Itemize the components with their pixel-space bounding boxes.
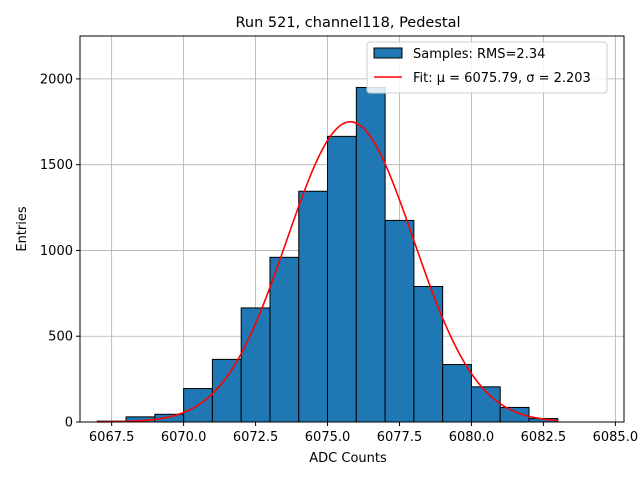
chart-title: Run 521, channel118, Pedestal [235,15,460,31]
fit-curve-layer [97,120,558,423]
x-axis-label: ADC Counts [309,451,387,466]
histogram-bar [327,135,357,423]
plot-frame [79,35,625,423]
histogram-bar [298,190,329,423]
y-axis-ticks: 0 500 1000 1500 2000 [40,72,80,431]
legend-fit-label: Fit: μ = 6075.79, σ = 2.203 [413,71,591,86]
histogram-bars [96,86,559,423]
x-tick-label: 6082.5 [521,430,567,445]
legend-box [366,41,608,94]
x-tick-label: 6080.0 [449,430,495,445]
histogram-bar [413,285,444,423]
y-tick-label: 2000 [40,72,73,87]
histogram-bar [355,86,386,423]
x-tick-label: 6067.5 [89,430,135,445]
x-tick-label: 6072.5 [233,430,279,445]
x-tick-label: 6075.0 [305,430,351,445]
y-tick-label: 1000 [40,244,73,259]
histogram-bar [240,307,271,423]
legend: Samples: RMS=2.34 Fit: μ = 6075.79, σ = … [366,41,608,94]
x-axis-ticks: 6067.5 6070.0 6072.5 6075.0 6077.5 6080.0 6082… [89,422,638,445]
histogram-bar [442,364,472,423]
y-tick-label: 0 [65,416,73,431]
x-tick-label: 6070.0 [161,430,207,445]
gaussian-fit-curve [97,120,558,423]
histogram-bar [384,219,415,423]
x-tick-label: 6085.0 [593,430,639,445]
y-tick-label: 1500 [40,158,73,173]
legend-histogram-swatch [373,47,403,59]
x-tick-label: 6077.5 [377,430,423,445]
histogram-bar [269,256,300,423]
y-tick-label: 500 [48,330,73,345]
histogram-bar [211,358,242,423]
y-axis-label: Entries [15,206,30,252]
legend-histogram-label: Samples: RMS=2.34 [413,47,545,62]
histogram-bar [470,386,501,423]
